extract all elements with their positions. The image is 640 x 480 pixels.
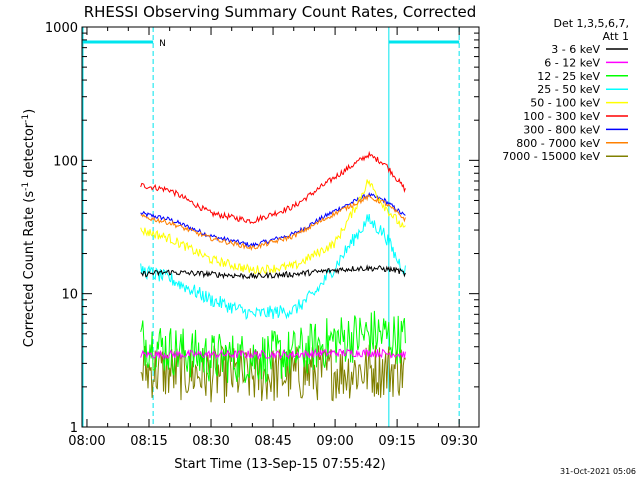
x-tick-label: 08:00 bbox=[68, 434, 105, 449]
legend-label: 7000 - 15000 keV bbox=[502, 150, 600, 163]
series-line-100-300keV bbox=[140, 150, 406, 225]
legend-label: 100 - 300 keV bbox=[523, 110, 600, 123]
legend-label: 800 - 7000 keV bbox=[516, 137, 600, 150]
y-axis-label-sup2: -1 bbox=[21, 114, 31, 123]
y-tick-label: 1000 bbox=[45, 21, 78, 36]
night-marker-label: N bbox=[159, 39, 166, 49]
series-line-7000-15000keV bbox=[140, 343, 406, 404]
x-tick-label: 08:45 bbox=[254, 434, 291, 449]
y-axis-label-part2: detector bbox=[22, 122, 37, 182]
x-tick-label: 09:30 bbox=[440, 434, 477, 449]
legend-label: 300 - 800 keV bbox=[523, 123, 600, 136]
series-line-800-7000keV bbox=[140, 194, 406, 251]
legend-label: 3 - 6 keV bbox=[551, 43, 600, 56]
y-axis-label-part3: ) bbox=[22, 109, 37, 114]
x-tick-label: 09:00 bbox=[316, 434, 353, 449]
x-tick-label: 09:15 bbox=[378, 434, 415, 449]
plot-frame bbox=[81, 26, 480, 428]
legend-header-line1: Det 1,3,5,6,7, bbox=[553, 17, 629, 30]
series-line-300-800keV bbox=[140, 191, 406, 248]
series-line-50-100keV bbox=[140, 179, 406, 276]
y-tick-label: 10 bbox=[61, 288, 78, 303]
x-axis-label: Start Time (13-Sep-15 07:55:42) bbox=[174, 457, 385, 472]
x-tick-label: 08:30 bbox=[192, 434, 229, 449]
legend-label: 6 - 12 keV bbox=[544, 56, 600, 69]
x-tick-label: 08:15 bbox=[130, 434, 167, 449]
series-line-3-6keV bbox=[140, 264, 406, 280]
timestamp: 31-Oct-2021 05:06 bbox=[560, 467, 636, 476]
y-tick-label: 100 bbox=[53, 154, 78, 169]
legend-label: 12 - 25 keV bbox=[537, 70, 600, 83]
y-axis-label: Corrected Count Rate (s-1 detector-1) bbox=[21, 109, 37, 347]
series-line-6-12keV bbox=[140, 347, 406, 361]
legend-label: 50 - 100 keV bbox=[530, 97, 600, 110]
y-axis-label-part1: Corrected Count Rate (s bbox=[22, 191, 37, 348]
series-line-25-50keV bbox=[140, 214, 406, 321]
series-line-12-25keV bbox=[140, 310, 406, 384]
y-axis-label-sup1: -1 bbox=[21, 182, 31, 191]
legend-label: 25 - 50 keV bbox=[537, 83, 600, 96]
y-tick-label: 1 bbox=[70, 421, 78, 436]
legend-header-line2: Att 1 bbox=[603, 30, 629, 43]
chart-title: RHESSI Observing Summary Count Rates, Co… bbox=[84, 3, 477, 21]
